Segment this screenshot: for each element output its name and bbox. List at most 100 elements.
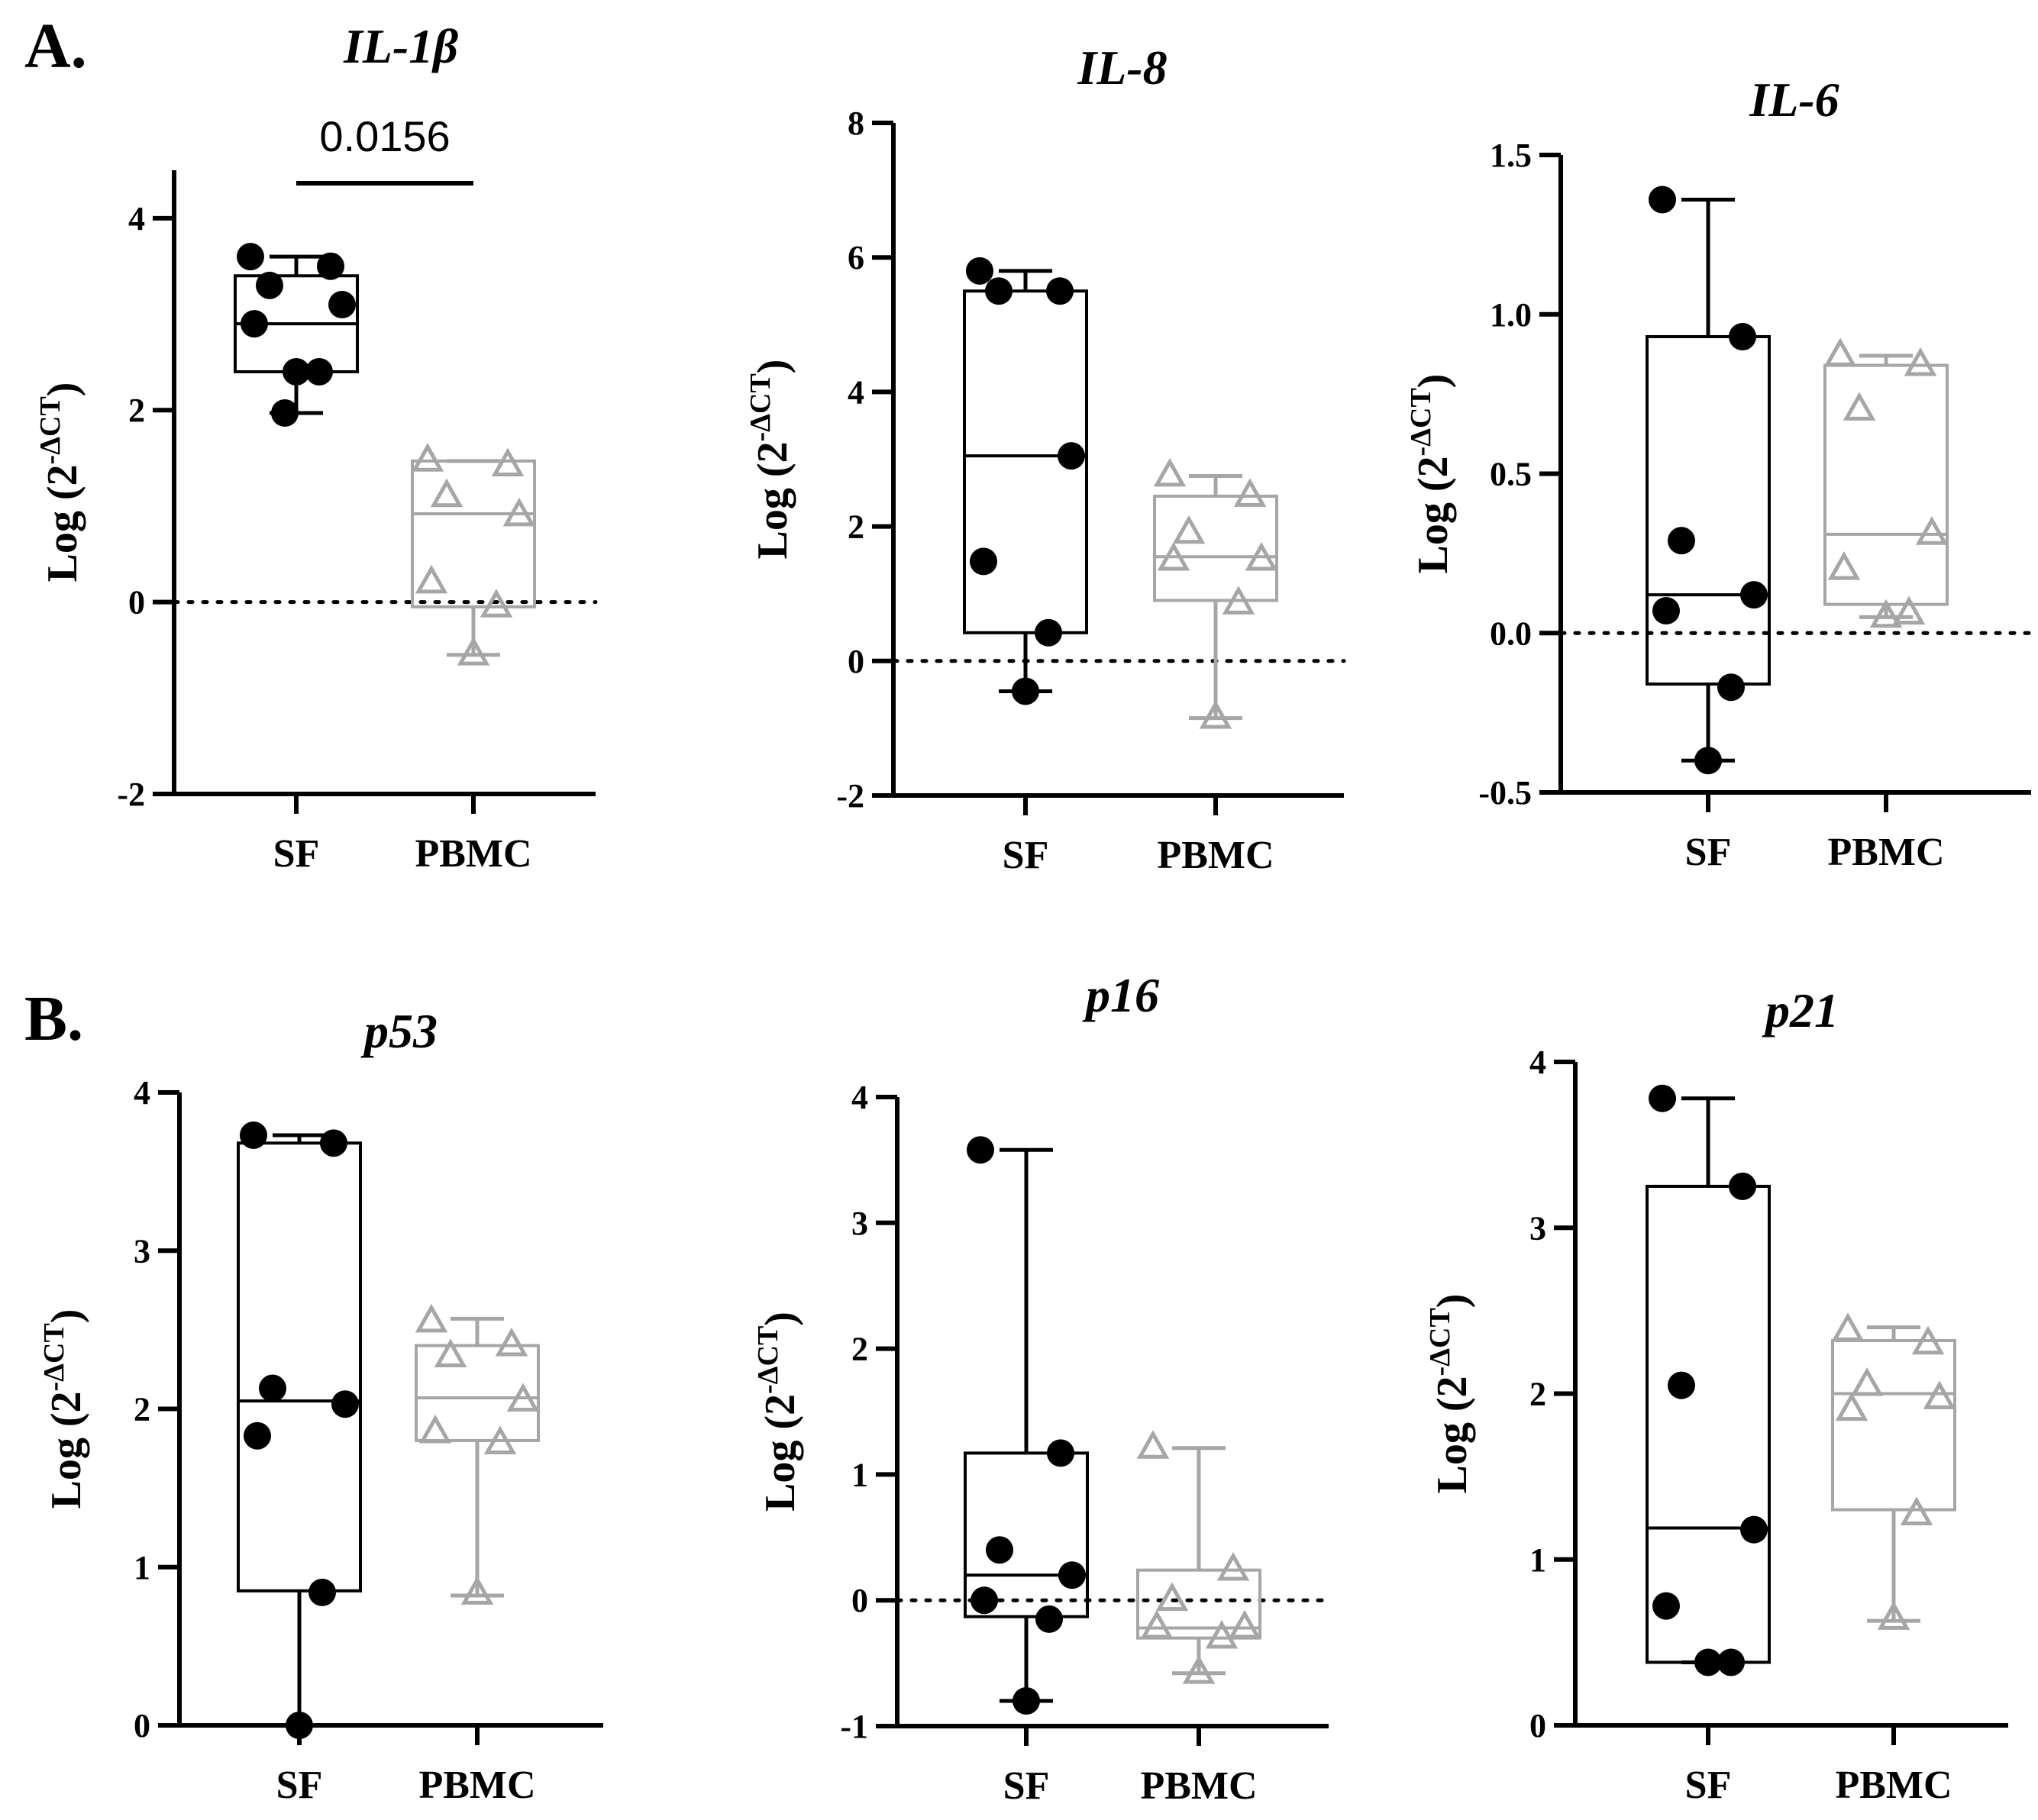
plots: IL-1β Log (2-ΔCT) -2 0 2 4 SF PBMC 0.0156 IL-8 Log… (34, 19, 2033, 1808)
y-tick-label: 1.5 (1490, 137, 1532, 174)
data-point (971, 1586, 998, 1615)
y-tick-label: 4 (134, 1074, 150, 1112)
data-point (1058, 442, 1085, 470)
data-point (1823, 337, 1857, 366)
data-point (283, 357, 310, 386)
y-tick-label: 3 (851, 1205, 868, 1242)
data-point (1136, 1430, 1170, 1459)
y-tick-label: 3 (1529, 1209, 1546, 1247)
data-point (415, 564, 448, 594)
panel-letter-a: A. (24, 11, 87, 82)
series-PBMC (411, 443, 536, 666)
data-point (286, 1712, 313, 1739)
box (1831, 1338, 1956, 1512)
y-tick-label: 0 (848, 643, 864, 680)
data-point (1911, 1325, 1945, 1355)
data-point (1831, 1312, 1865, 1341)
chart-title: IL-8 (1077, 40, 1167, 95)
y-tick-label: 2 (848, 508, 864, 546)
data-point (1694, 1648, 1722, 1676)
data-point (1047, 1439, 1074, 1467)
y-tick-label: -0.5 (1478, 774, 1532, 812)
y-axis-label: Log (2-ΔCT) (1424, 1294, 1476, 1494)
data-point (240, 1121, 267, 1149)
y-tick-label: 2 (134, 1391, 150, 1428)
data-point (305, 357, 333, 386)
panel-letter-b: B. (24, 983, 83, 1054)
data-point (237, 243, 264, 271)
data-point (970, 547, 997, 576)
data-point (457, 637, 490, 666)
y-tick-label: 4 (128, 200, 145, 237)
y-tick-label: 1 (134, 1549, 150, 1586)
data-point (1877, 1601, 1910, 1630)
data-point (1717, 1648, 1745, 1676)
y-axis-label: Log (2-ΔCT) (34, 382, 86, 582)
y-tick-label: 6 (848, 239, 864, 276)
data-point (1915, 516, 1949, 545)
data-point (1157, 541, 1190, 571)
data-point (1649, 1084, 1676, 1112)
data-point (1652, 597, 1680, 625)
data-point (1717, 673, 1745, 702)
data-point (430, 478, 463, 508)
y-tick-label: 4 (851, 1079, 868, 1116)
series-SF (1646, 186, 1771, 775)
series-PBMC (1136, 1430, 1261, 1684)
data-point (1035, 618, 1062, 647)
x-tick-label: SF (1685, 831, 1732, 874)
series-SF (234, 243, 359, 428)
data-point (1652, 1592, 1680, 1620)
y-tick-label: 4 (848, 373, 864, 411)
data-point (986, 1536, 1013, 1564)
box (237, 1141, 362, 1592)
data-point (434, 1338, 467, 1368)
y-tick-label: -2 (117, 776, 145, 813)
data-point (308, 1578, 336, 1606)
y-tick-label: 0.5 (1490, 456, 1532, 493)
data-point (256, 271, 283, 299)
data-point (1182, 1655, 1216, 1684)
y-axis-label: Log (2-ΔCT) (38, 1309, 90, 1509)
series-SF (237, 1121, 362, 1739)
data-point (1199, 700, 1232, 729)
box (964, 1451, 1089, 1618)
y-tick-label: 1 (1529, 1541, 1546, 1579)
data-point (1013, 1687, 1040, 1715)
data-point (328, 290, 356, 318)
data-point (320, 1129, 347, 1157)
data-point (241, 310, 268, 338)
box (1823, 363, 1949, 606)
data-point (1850, 1367, 1884, 1396)
chart-title: p21 (1762, 983, 1839, 1037)
series-SF (1646, 1084, 1771, 1676)
data-point (1694, 747, 1722, 775)
y-tick-label: 2 (128, 392, 145, 429)
y-tick-label: -1 (840, 1708, 868, 1745)
x-tick-label: SF (1003, 1764, 1050, 1808)
x-tick-label: PBMC (418, 1764, 535, 1807)
chart-p16: p16 Log (2-ΔCT) -1 0 1 2 3 4 SF PBMC (752, 968, 1331, 1808)
p-value-label: 0.0156 (319, 112, 450, 160)
y-tick-label: 1 (851, 1456, 868, 1493)
data-point (1892, 595, 1926, 625)
x-tick-label: SF (276, 1764, 323, 1807)
data-point (1923, 1380, 1956, 1409)
data-point (1140, 1609, 1174, 1639)
data-point (1222, 586, 1255, 615)
data-point (491, 447, 525, 477)
data-point (985, 277, 1013, 305)
box (963, 289, 1088, 634)
y-tick-label: 1.0 (1490, 296, 1532, 334)
data-point (317, 252, 344, 280)
data-point (1155, 1582, 1189, 1612)
data-point (495, 1327, 528, 1357)
data-point (244, 1421, 271, 1450)
x-tick-label: PBMC (1827, 831, 1944, 874)
data-point (502, 497, 536, 527)
data-point (506, 1383, 540, 1412)
x-tick-label: PBMC (1140, 1764, 1257, 1808)
data-point (271, 399, 299, 428)
data-point (1228, 1609, 1261, 1639)
